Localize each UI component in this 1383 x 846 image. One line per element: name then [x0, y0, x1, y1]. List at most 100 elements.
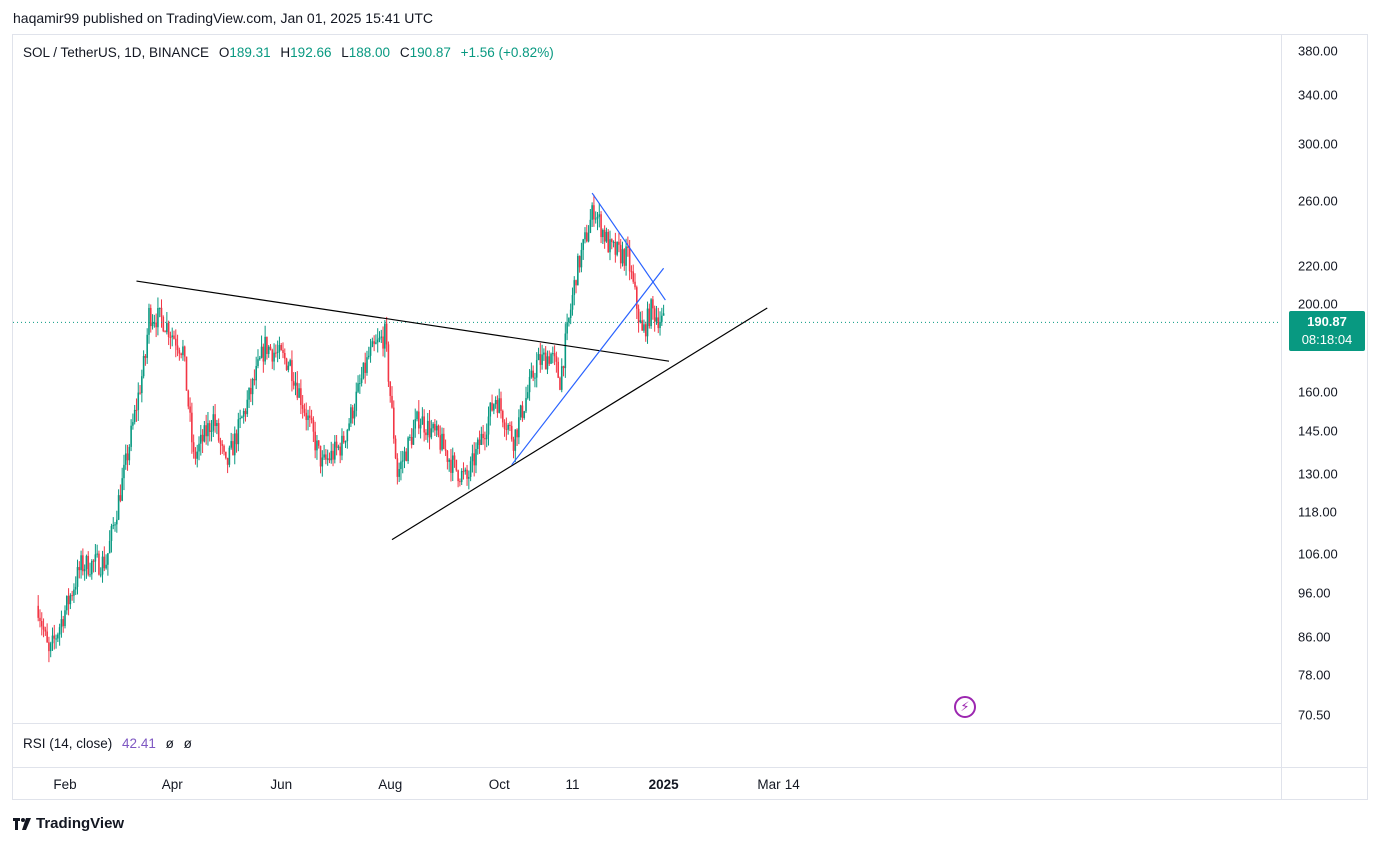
candle-body — [334, 441, 336, 460]
candle-body — [550, 353, 552, 364]
candle-body — [162, 316, 165, 332]
candle-body — [278, 344, 281, 352]
candle-body — [464, 469, 467, 472]
candle-body — [292, 381, 295, 386]
candle-body — [469, 461, 472, 477]
candle-body — [180, 353, 182, 356]
candle-body — [219, 440, 222, 445]
candle-body — [282, 349, 284, 354]
candle-body — [575, 280, 577, 286]
candle-body — [382, 336, 384, 349]
candle-body — [233, 433, 236, 456]
candle-body — [83, 569, 86, 572]
candle-body — [244, 410, 247, 415]
candle-body — [480, 433, 483, 445]
candle-body — [380, 336, 383, 338]
candle-body — [99, 574, 102, 576]
price-tick-label: 118.00 — [1298, 504, 1337, 520]
low-value: 188.00 — [348, 45, 391, 60]
symbol-legend[interactable]: SOL / TetherUS, 1D, BINANCE O189.31 H192… — [23, 45, 554, 60]
candle-body — [130, 425, 132, 447]
price-tick-label: 340.00 — [1298, 87, 1338, 103]
candle-body — [332, 450, 334, 460]
candle-body — [151, 322, 154, 327]
candle-body — [60, 619, 63, 628]
tradingview-mark-icon — [13, 817, 31, 830]
candle-body — [155, 322, 157, 328]
candle-body — [507, 424, 509, 430]
candle-body — [410, 436, 413, 445]
candle-body — [251, 379, 254, 395]
price-tick-label: 380.00 — [1298, 43, 1338, 59]
candle-body — [398, 469, 400, 477]
candle-body — [264, 336, 266, 362]
high-label: H — [280, 45, 291, 60]
candle-body — [216, 423, 218, 426]
rsi-pane-divider[interactable] — [12, 723, 1282, 724]
time-tick-label: 11 — [565, 777, 580, 792]
candle-body — [535, 360, 538, 378]
candle-body — [627, 246, 629, 248]
price-tick-label: 200.00 — [1298, 296, 1338, 312]
candle-body — [471, 453, 474, 462]
candle-body — [444, 449, 447, 451]
candle-body — [228, 447, 231, 465]
candle-body — [94, 554, 97, 562]
rsi-legend[interactable]: RSI (14, close) 42.41 ø ø — [23, 736, 192, 751]
candle-body — [198, 443, 200, 452]
candle-body — [65, 595, 68, 611]
candle-body — [328, 458, 331, 461]
candle-body — [532, 370, 534, 378]
current-price-value: 190.87 — [1307, 314, 1347, 329]
candle-body — [203, 425, 206, 442]
candle-body — [425, 432, 427, 436]
candle-body — [403, 451, 406, 461]
candle-body — [580, 249, 583, 268]
candle-body — [478, 439, 481, 445]
time-axis-divider — [12, 767, 1368, 768]
candle-body — [157, 308, 159, 328]
candle-body — [196, 451, 199, 459]
candle-body — [166, 323, 168, 333]
tradingview-logo[interactable]: TradingView — [13, 815, 124, 832]
candle-body — [85, 555, 88, 570]
candle-body — [530, 370, 533, 377]
candle-body — [632, 271, 635, 282]
candle-body — [142, 355, 145, 377]
candle-body — [512, 439, 515, 451]
candle-body — [650, 299, 652, 327]
candle-body — [96, 553, 98, 555]
candle-body — [525, 398, 527, 412]
rsi-label[interactable]: RSI (14, close) — [23, 736, 113, 751]
candle-body — [405, 451, 408, 462]
candle-body — [276, 351, 279, 353]
candle-body — [342, 435, 345, 443]
candle-body — [578, 255, 581, 268]
time-tick-label: Oct — [488, 777, 510, 792]
candle-body — [584, 232, 586, 240]
candle-body — [652, 299, 654, 309]
candle-body — [171, 335, 174, 338]
candle-body — [344, 441, 347, 443]
candle-body — [267, 346, 270, 355]
candle-body — [132, 422, 134, 426]
candle-body — [210, 430, 213, 432]
candle-body — [559, 377, 561, 390]
lightning-icon[interactable]: ⚡ — [954, 696, 976, 718]
candle-body — [62, 619, 65, 627]
candle-body — [294, 382, 297, 386]
candle-body — [200, 434, 202, 444]
candle-body — [401, 460, 404, 462]
candle-body — [384, 323, 386, 349]
symbol-name[interactable]: SOL / TetherUS, 1D, BINANCE — [23, 45, 210, 60]
candle-body — [648, 308, 651, 327]
candle-body — [501, 410, 504, 423]
candle-body — [450, 459, 452, 473]
close-label: C — [399, 45, 410, 60]
candle-body — [119, 495, 122, 501]
candle-body — [360, 378, 363, 384]
candle-body — [373, 341, 375, 344]
candle-body — [139, 392, 141, 394]
open-label: O — [218, 45, 230, 60]
